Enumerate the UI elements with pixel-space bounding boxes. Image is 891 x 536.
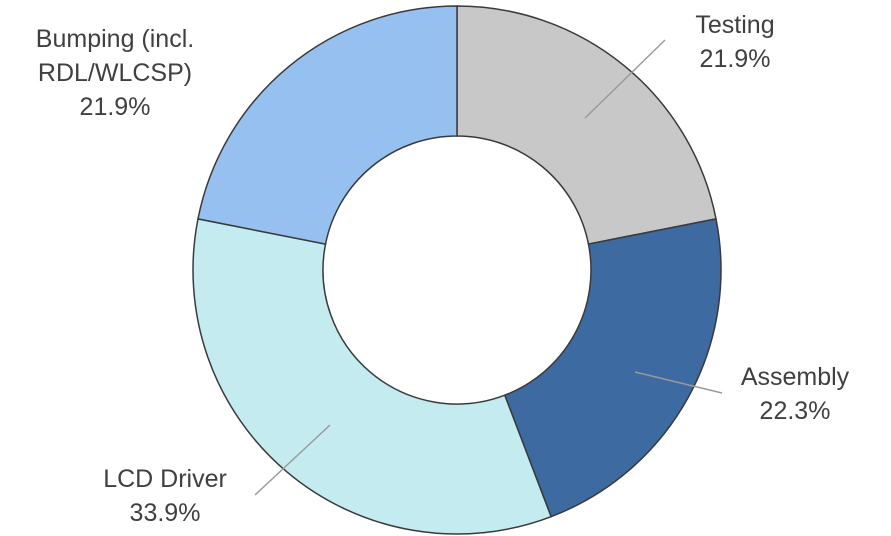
value-label: 33.9% (129, 499, 201, 527)
slice-label: Assembly 22.3% (700, 360, 890, 428)
donut-slice (503, 218, 722, 518)
category-label: Testing (695, 11, 775, 39)
donut-slice (192, 218, 553, 535)
slice-label: Testing 21.9% (635, 8, 835, 76)
leader-line (584, 39, 666, 119)
value-label: 21.9% (79, 93, 151, 121)
value-label: 21.9% (699, 45, 771, 73)
slice-label: LCD Driver 33.9% (60, 462, 270, 530)
category-label: LCD Driver (103, 465, 227, 493)
category-label: Assembly (740, 363, 850, 391)
donut-slice (197, 5, 458, 245)
slice-label: Bumping (incl. RDL/WLCSP) 21.9% (5, 22, 225, 124)
leader-line (634, 371, 723, 394)
donut-slice (456, 5, 717, 245)
category-label: Bumping (incl. RDL/WLCSP) (35, 25, 195, 87)
leader-line (254, 424, 331, 496)
value-label: 22.3% (759, 397, 831, 425)
